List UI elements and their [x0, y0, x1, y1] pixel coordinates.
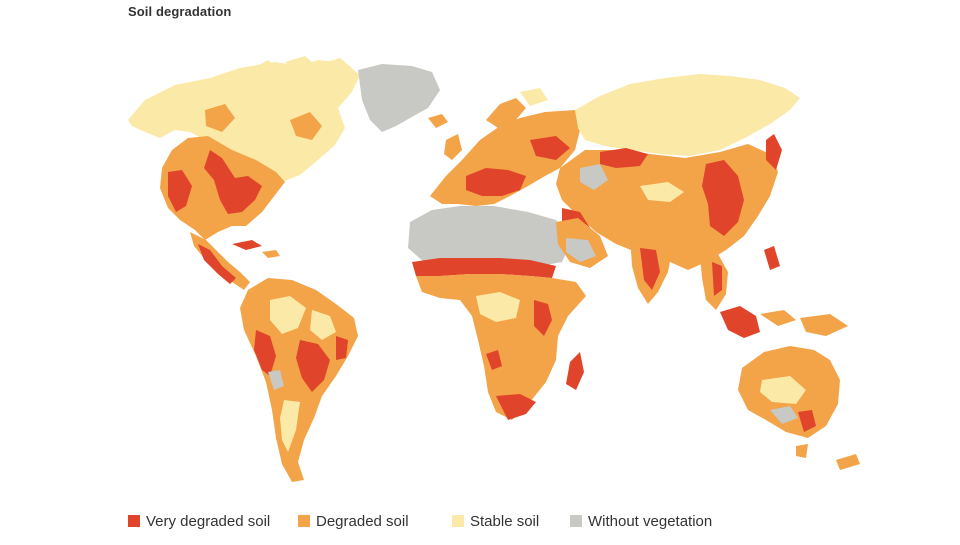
africa-very-degraded-sahel — [412, 258, 556, 278]
arctic-island — [250, 60, 280, 80]
legend-swatch — [570, 515, 582, 527]
africa-very-degraded-mid — [486, 350, 502, 370]
madagascar — [566, 352, 584, 390]
caribbean-islands — [262, 250, 280, 258]
southeast-asia-very-degraded — [712, 262, 722, 296]
north-america-very-degraded-west — [168, 170, 192, 212]
asia-very-degraded-region — [600, 148, 648, 168]
legend-label: Without vegetation — [588, 512, 713, 530]
iceland — [428, 114, 448, 128]
africa-very-degraded-east — [534, 300, 552, 336]
arctic-island — [320, 58, 352, 76]
asia-without-vegetation — [580, 164, 608, 190]
africa-very-degraded-south — [496, 394, 536, 420]
caribbean-islands — [232, 240, 262, 250]
indonesia — [720, 306, 760, 338]
scandinavia — [486, 98, 526, 128]
north-america-degraded-alaska — [205, 104, 235, 132]
europe-very-degraded-region — [466, 168, 526, 196]
legend-item-degraded: Degraded soil — [298, 513, 430, 530]
asia-very-degraded-region — [702, 160, 744, 236]
central-america-very-degraded-region — [198, 244, 236, 284]
scandinavia-stable — [520, 88, 548, 106]
legend-item-without-vegetation: Without vegetation — [570, 513, 712, 530]
greenland — [358, 64, 440, 132]
central-america-degraded-region — [190, 232, 250, 290]
arctic-islands — [250, 56, 352, 80]
australia-without-vegetation — [770, 406, 798, 424]
australia-very-degraded — [798, 410, 816, 432]
south-america — [240, 278, 358, 482]
asia — [556, 74, 848, 338]
legend-swatch — [128, 515, 140, 527]
arctic-island — [285, 56, 316, 74]
africa-stable-region — [476, 292, 520, 322]
south-america-stable-south — [280, 400, 300, 452]
north-america-degraded-east — [290, 112, 322, 140]
legend-swatch — [452, 515, 464, 527]
legend-swatch — [298, 515, 310, 527]
australia — [738, 346, 860, 470]
europe-very-degraded-region — [530, 136, 570, 160]
europe — [430, 88, 580, 206]
north-america — [128, 60, 360, 240]
asia-stable-region — [575, 74, 800, 156]
india-very-degraded — [640, 248, 660, 290]
south-america-without-vegetation — [268, 370, 284, 390]
south-america-very-degraded-region — [296, 340, 330, 392]
tasmania — [796, 444, 808, 458]
africa — [408, 206, 586, 420]
south-america-stable-region — [270, 296, 306, 334]
arabia-without-vegetation — [566, 238, 596, 262]
south-america-very-degraded-region — [254, 330, 276, 376]
new-guinea — [800, 314, 848, 336]
legend-item-very-degraded: Very degraded soil — [128, 513, 278, 530]
indonesia — [760, 310, 796, 326]
australia-stable-region — [760, 376, 806, 404]
north-america-very-degraded-region — [204, 150, 262, 214]
legend-item-stable: Stable soil — [452, 513, 552, 530]
british-isles — [444, 134, 462, 160]
new-zealand — [836, 454, 860, 470]
legend-label: Degraded soil — [316, 512, 409, 530]
asia-stable-patch — [640, 182, 684, 202]
africa-without-vegetation — [408, 206, 572, 266]
map-title: Soil degradation — [128, 4, 232, 19]
south-america-very-degraded-region — [336, 336, 348, 360]
legend-label: Stable soil — [470, 512, 540, 530]
legend: Very degraded soil Degraded soil Stable … — [128, 510, 746, 532]
central-america — [190, 232, 280, 290]
north-america-stable-region — [128, 60, 360, 182]
japan — [766, 134, 782, 170]
legend-label: Very degraded soil — [146, 512, 271, 530]
philippines — [764, 246, 780, 270]
south-america-stable-region — [310, 310, 336, 340]
